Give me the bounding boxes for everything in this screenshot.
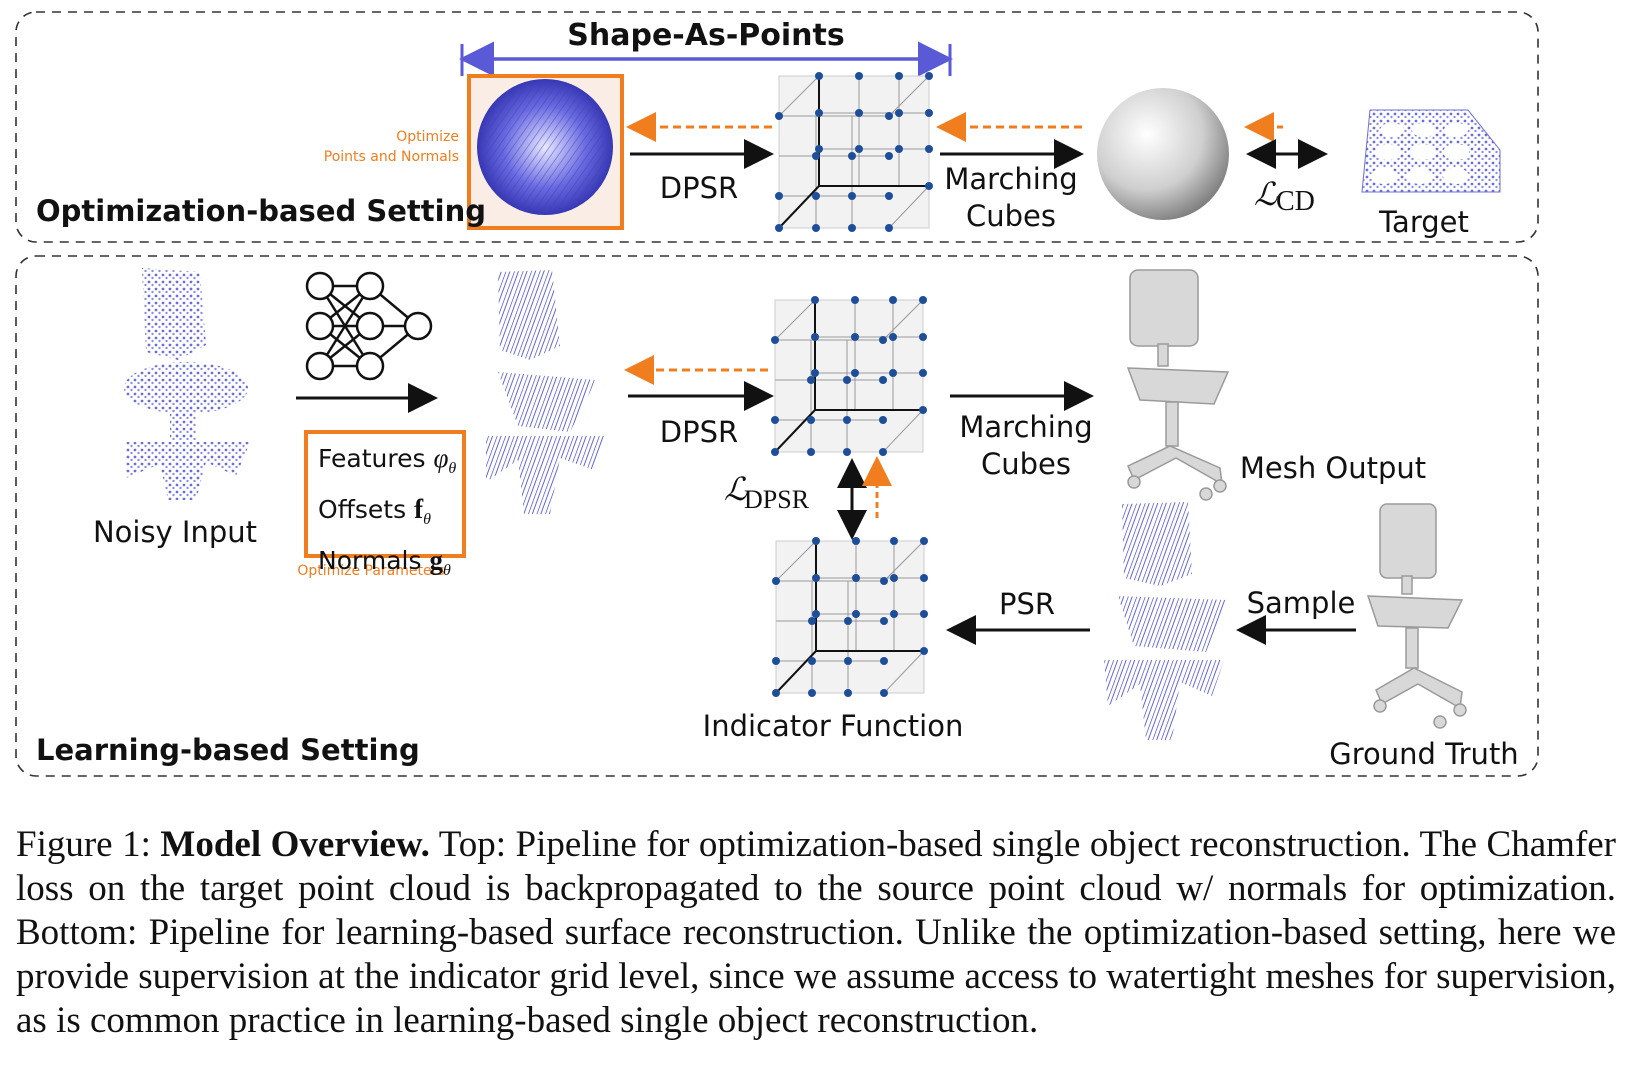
sample-label: Sample <box>1247 586 1356 620</box>
offsets-symbol: f <box>414 494 424 524</box>
dpsr-loss-label: DPSR <box>744 485 810 514</box>
normals-label: Normals <box>318 546 422 575</box>
mesh-sphere-icon <box>1097 88 1229 220</box>
mesh-output-label: Mesh Output <box>1240 451 1426 485</box>
optimize-points-label-2: Points and Normals <box>324 149 459 165</box>
bottom-dpsr-label: DPSR <box>660 415 738 449</box>
indicator-function-grid-icon <box>772 537 928 697</box>
neural-network-icon <box>305 271 433 381</box>
features-row: Features φθ <box>318 438 456 489</box>
bottom-panel-border <box>15 255 1539 777</box>
sampled-pointcloud-icon <box>1104 502 1226 740</box>
dpsr-loss-symbol: ℒ <box>724 471 748 507</box>
target-label: Target <box>1378 205 1469 239</box>
bottom-marching-label-1: Marching <box>959 410 1092 444</box>
oriented-pointcloud-icon <box>486 270 604 514</box>
offsets-label: Offsets <box>318 495 407 524</box>
bottom-setting-label: Learning-based Setting <box>36 733 420 767</box>
psr-label: PSR <box>999 587 1055 621</box>
model-overview-figure: Shape-As-Points Optimize Points and Norm… <box>15 11 1539 777</box>
target-pointcloud-icon <box>1361 109 1501 193</box>
indicator-function-label: Indicator Function <box>703 709 964 743</box>
top-panel-border <box>15 11 1539 243</box>
caption-title: Model Overview. <box>160 824 430 865</box>
top-setting-label: Optimization-based Setting <box>36 194 486 228</box>
figure-canvas: Shape-As-Points Optimize Points and Norm… <box>15 11 1539 777</box>
noisy-input-label: Noisy Input <box>93 515 257 549</box>
top-indicator-grid-icon <box>775 72 933 232</box>
top-marching-label-2: Cubes <box>966 199 1056 233</box>
ground-truth-label: Ground Truth <box>1329 737 1518 771</box>
top-loss-symbol: ℒ <box>1254 176 1278 212</box>
features-theta: θ <box>448 460 457 477</box>
top-loss-label: CD <box>1276 186 1315 217</box>
predicted-indicator-grid-icon <box>771 296 927 456</box>
optimize-params-label: Optimize Parameters <box>297 563 444 579</box>
optimize-points-label-1: Optimize <box>396 129 459 145</box>
shape-as-points-label: Shape-As-Points <box>567 18 844 53</box>
offsets-theta: θ <box>423 511 431 528</box>
caption-label: Figure 1: <box>16 824 151 865</box>
optimize-parameters-box: Features φθ Offsets fθ Normals gθ <box>304 430 466 579</box>
bottom-marching-label-2: Cubes <box>981 447 1071 481</box>
ground-truth-chair-icon <box>1366 503 1467 729</box>
figure-caption: Figure 1: Model Overview. Top: Pipeline … <box>16 823 1616 1043</box>
top-dpsr-label: DPSR <box>660 171 738 205</box>
offsets-row: Offsets fθ <box>318 489 452 540</box>
features-label: Features <box>318 444 426 473</box>
top-marching-label-1: Marching <box>944 162 1077 196</box>
mesh-output-chair-icon <box>1126 269 1230 501</box>
normals-symbol: g <box>429 545 443 575</box>
features-symbol: φ <box>433 443 449 473</box>
point-sphere-normals <box>477 79 613 215</box>
normals-theta: θ <box>442 562 451 579</box>
caption-text: Top: Pipeline for optimization-based sin… <box>16 824 1617 1041</box>
normals-row: Normals gθ <box>318 540 452 591</box>
noisy-input-pointcloud-icon <box>124 268 250 500</box>
